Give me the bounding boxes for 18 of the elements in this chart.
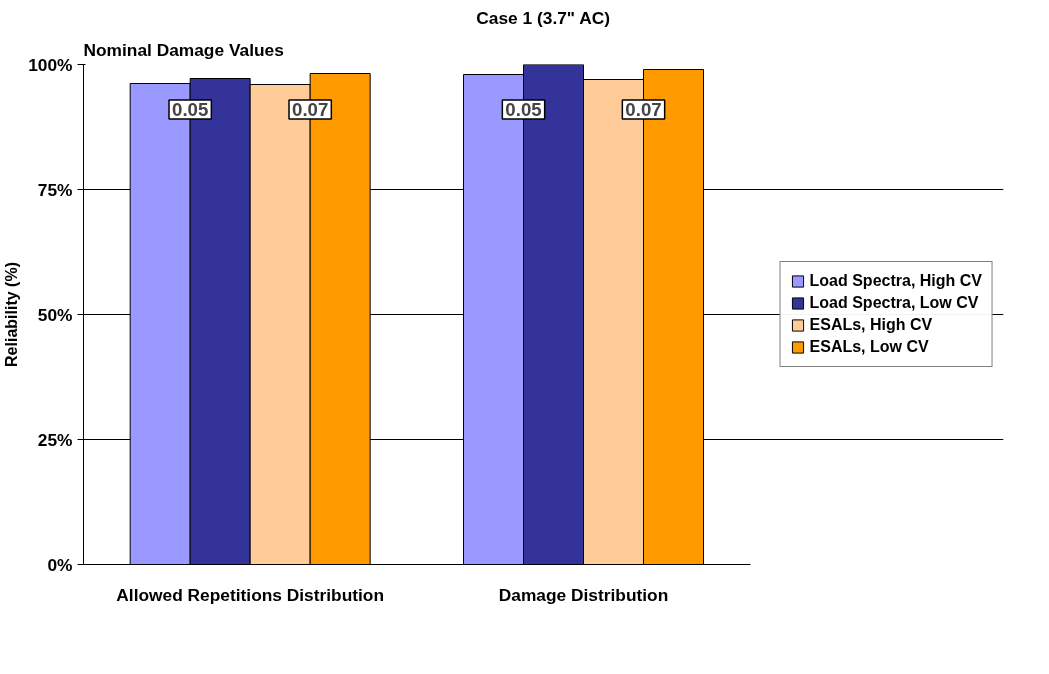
- y-tick-label: 100%: [28, 54, 73, 75]
- legend-label: ESALs, Low CV: [809, 338, 929, 356]
- annotation: 0.05: [505, 99, 542, 120]
- legend-label: Load Spectra, Low CV: [809, 294, 979, 312]
- chart-title: Case 1 (3.7" AC): [476, 7, 611, 28]
- annotation: 0.05: [172, 99, 209, 120]
- annotation: 0.07: [292, 99, 329, 120]
- y-axis-title: Reliability (%): [3, 262, 21, 367]
- annotation: 0.07: [625, 99, 662, 120]
- x-tick-label: Allowed Repetitions Distribution: [116, 584, 384, 605]
- x-tick-label: Damage Distribution: [498, 584, 669, 605]
- y-tick-label: 50%: [37, 304, 73, 325]
- legend-label: Load Spectra, High CV: [809, 272, 982, 290]
- legend-label: ESALs, High CV: [809, 316, 933, 334]
- chart-subtitle: Nominal Damage Values: [83, 39, 284, 60]
- y-tick-label: 0%: [47, 554, 73, 575]
- y-tick-label: 75%: [37, 179, 73, 200]
- y-tick-label: 25%: [37, 429, 73, 450]
